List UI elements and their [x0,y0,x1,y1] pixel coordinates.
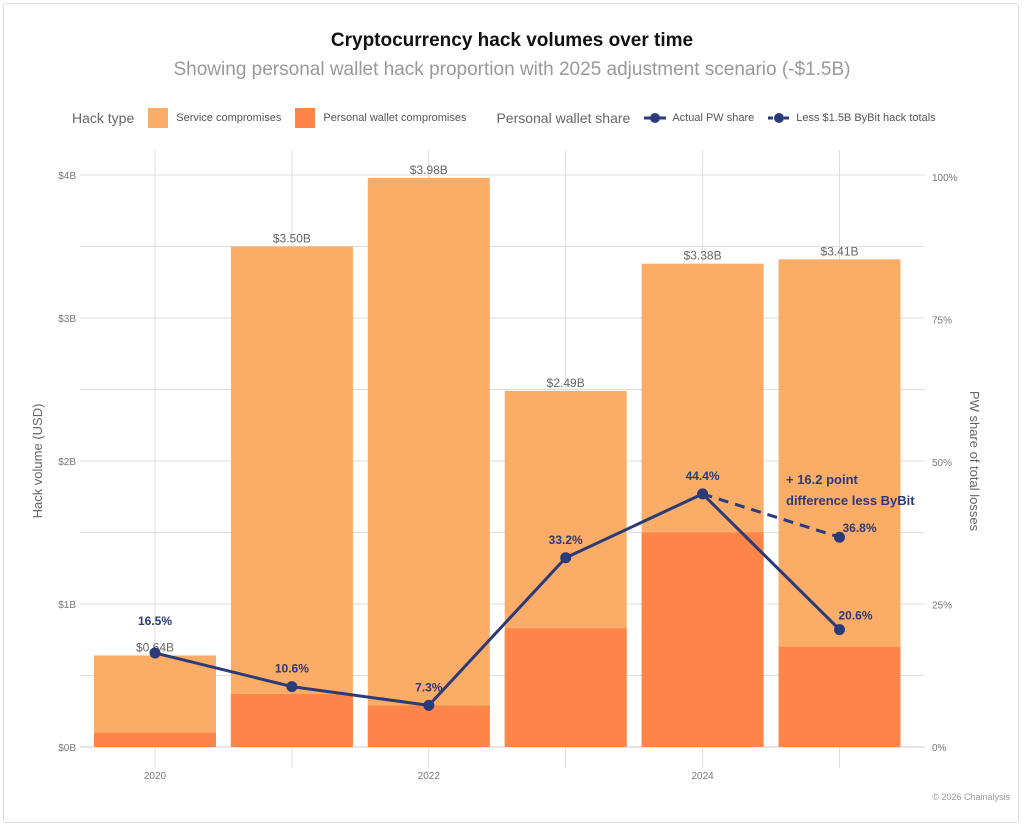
y2-axis-title: PW share of total losses [967,391,982,532]
legend-label: Less $1.5B ByBit hack totals [796,112,936,124]
bar-total-label: $3.38B [684,249,722,263]
point-label-less-bybit: 36.8% [842,521,876,535]
point-actual-pw-share [834,624,845,636]
bar-personal-wallet [641,532,764,747]
chart-title: Cryptocurrency hack volumes over time [330,30,694,51]
point-label-actual: 44.4% [686,469,720,483]
point-label-actual: 16.5% [138,614,172,628]
y-tick-label: $0B [58,743,76,754]
legend-item-personal[interactable]: Personal wallet compromises [295,108,466,128]
bar-personal-wallet [94,732,216,747]
chart-subtitle: Showing personal wallet hack proportion … [173,59,851,80]
legend-item-service[interactable]: Service compromises [148,108,281,128]
line-actual-pw-share [154,492,841,707]
legend-share-title: Personal wallet share [496,110,631,126]
y2-tick-label: 75% [932,316,952,327]
y-axis-title: Hack volume (USD) [30,404,45,519]
legend-item-actual[interactable]: Actual PW share [644,112,754,124]
x-tick-label: 2022 [418,771,441,782]
legend: Hack type Service compromises Personal w… [72,106,950,130]
y2-tick-label: 50% [932,458,952,469]
y-tick-label: $2B [58,457,76,468]
bar-total-label: $3.98B [410,163,448,177]
x-tick-label: 2020 [144,771,167,782]
legend-item-less[interactable]: Less $1.5B ByBit hack totals [768,112,936,124]
copyright: © 2026 Chainalysis [932,792,1010,802]
chart-frame [3,3,1019,823]
bar-personal-wallet [367,705,490,747]
service-swatch [148,108,169,128]
bar-personal-wallet [230,694,353,747]
point-label-actual: 7.3% [415,680,443,694]
bar-total-label: $2.49B [547,376,585,390]
line-less-bybit [702,492,840,539]
point-actual-pw-share [697,488,709,500]
point-actual-pw-share [149,647,161,659]
y2-tick-label: 100% [932,173,958,184]
point-actual-pw-share [286,681,298,693]
y2-tick-label: 25% [932,601,952,612]
point-actual-pw-share [560,552,572,564]
y2-tick-label: 0% [932,743,947,754]
bar-personal-wallet [778,646,901,747]
legend-label: Personal wallet compromises [323,112,467,124]
legend-hack-type-title: Hack type [72,110,135,126]
bar-service [230,246,353,747]
bar-personal-wallet [504,628,627,747]
point-label-actual: 20.6% [838,609,872,623]
y-tick-label: $4B [58,171,76,182]
personal-swatch [295,108,316,128]
bar-service [367,177,490,748]
point-less-bybit [834,531,845,543]
bar-service [94,655,216,747]
annotation-line-2: difference less ByBit [786,493,915,508]
point-label-actual: 33.2% [549,533,583,547]
y-tick-label: $3B [58,314,76,325]
x-tick-label: 2024 [691,771,714,782]
solid-line-marker-icon [644,113,667,123]
bar-total-label: $3.50B [273,232,311,246]
legend-label: Actual PW share [672,112,755,124]
y-tick-label: $1B [58,600,76,611]
bar-total-label: $3.41B [820,244,858,258]
annotation-line-1: + 16.2 point [786,472,859,487]
point-label-actual: 10.6% [275,662,309,676]
legend-label: Service compromises [176,112,282,124]
point-actual-pw-share [423,699,435,711]
dashed-line-marker-icon [768,113,791,123]
